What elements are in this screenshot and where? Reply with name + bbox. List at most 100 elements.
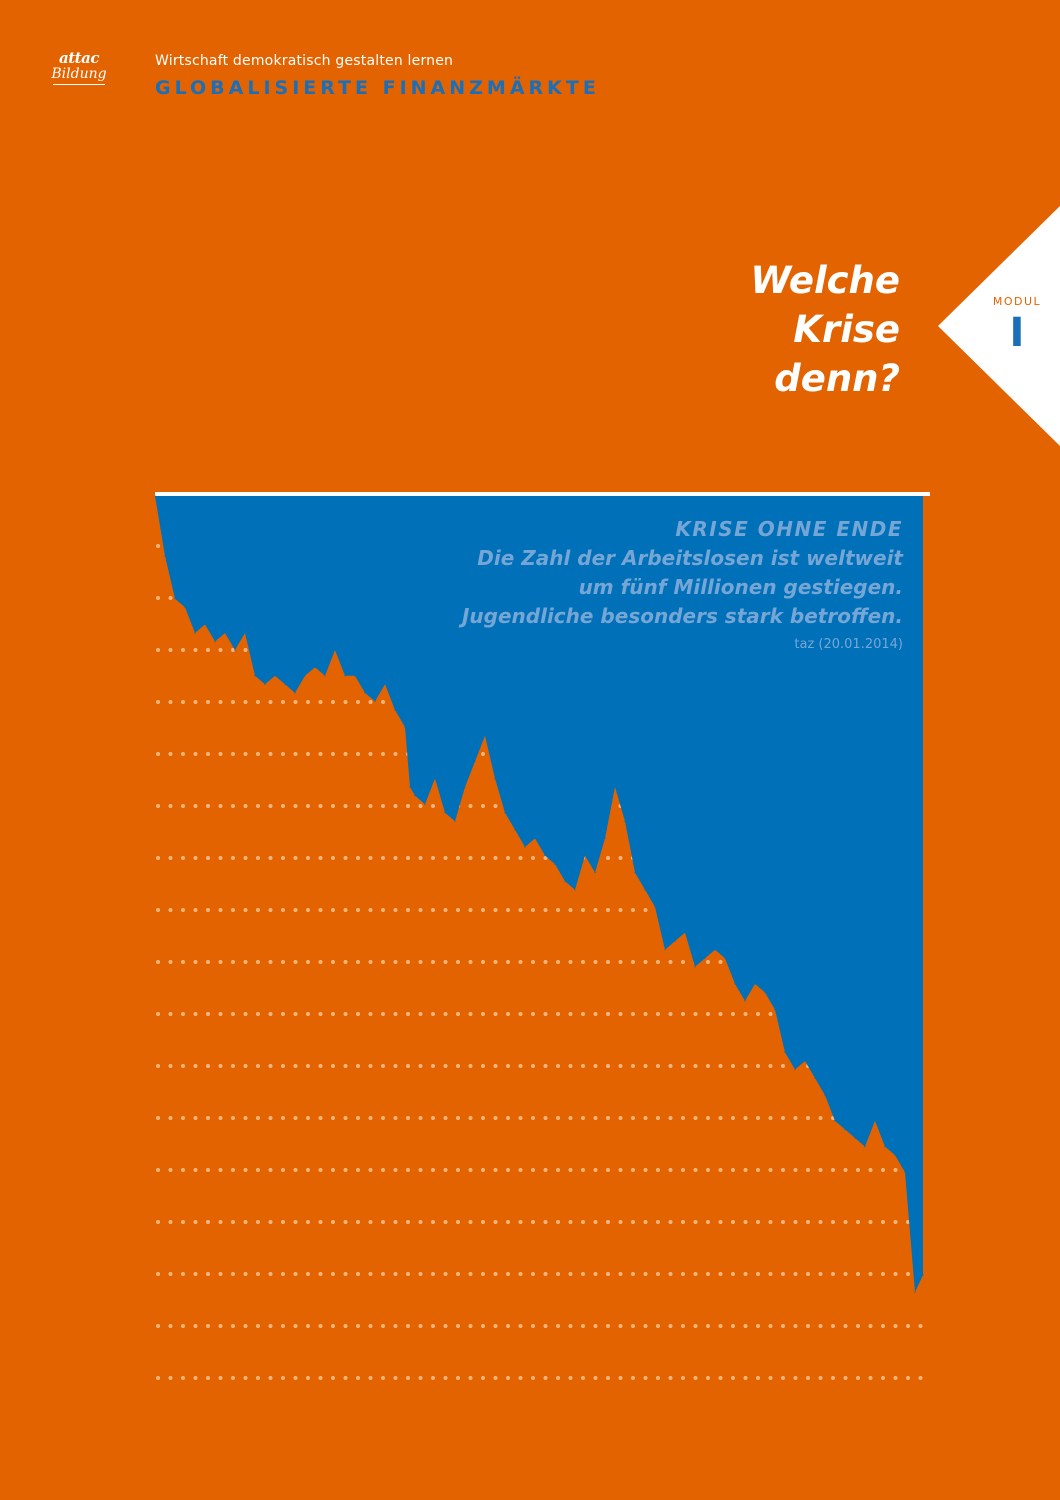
grid-dot <box>618 856 623 860</box>
grid-dot <box>481 1012 485 1016</box>
grid-dot <box>406 1168 410 1172</box>
grid-dot <box>456 908 460 912</box>
grid-dot <box>256 960 260 964</box>
grid-dot <box>318 1376 323 1380</box>
grid-dot <box>156 1220 160 1224</box>
grid-dot <box>793 1272 798 1276</box>
grid-dot <box>593 1220 598 1224</box>
grid-dot <box>243 1272 248 1276</box>
grid-dot <box>693 1064 698 1068</box>
grid-dot <box>718 1324 723 1328</box>
grid-dot <box>456 1376 460 1380</box>
grid-dot <box>518 856 523 860</box>
grid-dot <box>268 700 273 704</box>
grid-dot <box>706 960 710 964</box>
grid-dot <box>293 700 298 704</box>
grid-dot <box>368 908 373 912</box>
data-point <box>594 872 596 874</box>
data-point <box>404 726 406 728</box>
grid-dot <box>768 1220 773 1224</box>
grid-dot <box>431 1064 435 1068</box>
grid-dot <box>756 1272 760 1276</box>
grid-dot <box>806 1168 810 1172</box>
grid-dot <box>368 1376 373 1380</box>
grid-dot <box>806 1324 810 1328</box>
grid-dot <box>181 1168 185 1172</box>
grid-dot <box>293 1116 298 1120</box>
grid-dot <box>281 856 285 860</box>
grid-dot <box>643 960 648 964</box>
grid-dot <box>768 1012 773 1016</box>
grid-dot <box>693 1116 698 1120</box>
series-title: GLOBALISIERTE FINANZMÄRKTE <box>155 77 600 99</box>
data-point <box>784 1051 786 1053</box>
grid-dot <box>556 1168 560 1172</box>
grid-dot <box>206 908 210 912</box>
grid-dot <box>581 1168 585 1172</box>
grid-dot <box>481 1376 485 1380</box>
grid-dot <box>581 1272 585 1276</box>
grid-dot <box>406 804 410 808</box>
grid-dot <box>731 1220 735 1224</box>
grid-dot <box>481 908 485 912</box>
grid-dot <box>306 1220 310 1224</box>
data-point <box>284 683 286 685</box>
grid-dot <box>518 908 523 912</box>
grid-dot <box>856 1272 860 1276</box>
grid-dot <box>706 1324 710 1328</box>
grid-dot <box>606 960 610 964</box>
data-point <box>744 1000 746 1002</box>
grid-dot <box>731 1064 735 1068</box>
grid-dot <box>868 1168 873 1172</box>
grid-dot <box>868 1376 873 1380</box>
grid-dot <box>281 1064 285 1068</box>
grid-dot <box>293 1220 298 1224</box>
grid-dot <box>731 1168 735 1172</box>
grid-dot <box>218 1064 223 1068</box>
quote-line-3: Jugendliche besonders stark betroffen. <box>461 604 903 628</box>
grid-dot <box>168 908 173 912</box>
grid-dot <box>156 648 160 652</box>
grid-dot <box>331 1012 335 1016</box>
grid-dot <box>381 856 385 860</box>
grid-dot <box>443 908 448 912</box>
grid-dot <box>806 1220 810 1224</box>
grid-dot <box>193 804 198 808</box>
grid-dot <box>281 700 285 704</box>
grid-dot <box>756 1012 760 1016</box>
grid-dot <box>168 648 173 652</box>
grid-dot <box>681 1272 685 1276</box>
data-point <box>494 777 496 780</box>
grid-dot <box>418 1220 423 1224</box>
grid-dot <box>881 1220 885 1224</box>
grid-dot <box>506 1168 510 1172</box>
data-point <box>604 837 606 839</box>
grid-dot <box>393 1116 398 1120</box>
grid-dot <box>606 1324 610 1328</box>
grid-dot <box>693 1012 698 1016</box>
grid-dot <box>781 1324 785 1328</box>
data-point <box>914 1291 916 1293</box>
grid-dot <box>443 856 448 860</box>
grid-dot <box>306 1064 310 1068</box>
grid-dot <box>593 1116 598 1120</box>
grid-dot <box>743 1272 748 1276</box>
grid-dot <box>481 752 485 756</box>
grid-dot <box>443 1324 448 1328</box>
grid-dot <box>431 908 435 912</box>
data-point <box>904 1171 906 1173</box>
grid-dot <box>718 1168 723 1172</box>
grid-dot <box>281 1272 285 1276</box>
grid-dot <box>493 1324 498 1328</box>
series-subtitle: Wirtschaft demokratisch gestalten lernen <box>155 53 454 69</box>
data-point <box>884 1146 886 1148</box>
grid-dot <box>843 1220 848 1224</box>
grid-dot <box>243 1324 248 1328</box>
grid-dot <box>318 1012 323 1016</box>
grid-dot <box>256 1064 260 1068</box>
grid-dot <box>243 908 248 912</box>
grid-dot <box>493 908 498 912</box>
grid-dot <box>718 1220 723 1224</box>
grid-dot <box>443 1376 448 1380</box>
grid-dot <box>256 1168 260 1172</box>
